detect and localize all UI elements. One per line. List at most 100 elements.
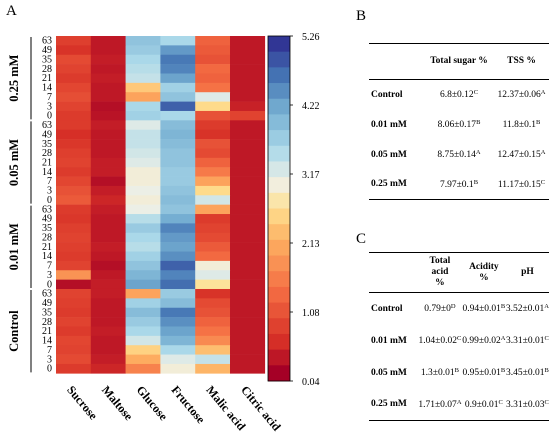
- heatmap-cell: [125, 307, 161, 318]
- heatmap-cell: [160, 260, 196, 271]
- heatmap-cell: [125, 298, 161, 309]
- acidity-cell: 0.9±0.01C: [464, 398, 503, 410]
- column-label: Glucose: [134, 383, 171, 424]
- heatmap-cell: [230, 195, 266, 205]
- heatmap-cell: [125, 129, 161, 140]
- heatmap-cell: [230, 92, 266, 102]
- heatmap-cell: [56, 204, 92, 215]
- heatmap-cell: [125, 251, 161, 262]
- heatmap-cell: [125, 45, 161, 56]
- row-day-label: 7: [47, 345, 52, 356]
- row-day-label: 3: [47, 101, 52, 112]
- heatmap-cell: [195, 195, 231, 205]
- total-sugar-cell: 8.75±0.14A: [437, 149, 481, 160]
- row-label: 0.25 mM: [371, 399, 407, 410]
- heatmap-cell: [125, 214, 161, 224]
- heatmap-cell: [160, 120, 196, 130]
- colorbar-segment: [268, 302, 290, 319]
- tss-cell: 12.37±0.06A: [497, 89, 546, 101]
- table-c-header-total-acid: Total acid %: [418, 253, 462, 293]
- colorbar-segment: [268, 349, 290, 366]
- heatmap-cell: [56, 82, 92, 93]
- heatmap-cell: [160, 307, 196, 318]
- row-day-label: 21: [42, 242, 52, 253]
- colorbar-segment: [268, 161, 290, 178]
- colorbar-segment: [268, 255, 290, 272]
- heatmap-cell: [160, 363, 196, 374]
- row-day-label: 3: [47, 270, 52, 281]
- heatmap-cell: [160, 54, 196, 65]
- heatmap-cell: [160, 148, 196, 159]
- significance-letter: A: [500, 335, 506, 342]
- heatmap-cell: [160, 195, 196, 205]
- heatmap-cell: [195, 176, 231, 187]
- table-c-header-total-acid-line3: %: [435, 278, 445, 288]
- colorbar-segment: [268, 208, 290, 225]
- heatmap-cell: [230, 204, 266, 215]
- heatmap-cell: [56, 36, 92, 46]
- heatmap-cell: [125, 279, 161, 290]
- heatmap-cell: [56, 185, 92, 196]
- heatmap-cell: [230, 345, 266, 355]
- heatmap-cell: [90, 335, 126, 346]
- heatmap-cell: [125, 82, 161, 93]
- heatmap-cell: [56, 242, 92, 252]
- heatmap-cell: [56, 326, 92, 337]
- table-c-header-acidity-line2: %: [479, 272, 489, 283]
- heatmap-cell: [90, 54, 126, 65]
- heatmap-cell: [90, 110, 126, 121]
- heatmap-cell: [230, 82, 266, 93]
- heatmap-cell: [160, 317, 196, 327]
- heatmap-cell: [125, 195, 161, 205]
- table-b-header-empty: [369, 44, 424, 80]
- heatmap-cell: [195, 298, 231, 309]
- heatmap-cell: [195, 101, 231, 112]
- heatmap-cell: [230, 157, 266, 168]
- heatmap-cell: [90, 251, 126, 262]
- heatmap-cell: [125, 54, 161, 65]
- heatmap-cell: [230, 167, 266, 177]
- total-sugar-cell: 8.06±0.17B: [437, 119, 481, 130]
- heatmap-cell: [56, 279, 92, 290]
- heatmap-cell: [125, 101, 161, 112]
- table-row: Control 6.8±0.12C 12.37±0.06A: [369, 80, 549, 110]
- heatmap-cell: [195, 242, 231, 252]
- row-day-label: 49: [42, 298, 52, 309]
- heatmap-cell: [230, 326, 266, 337]
- group-label: Control: [7, 310, 21, 352]
- heatmap-cell: [160, 223, 196, 234]
- row-day-label: 63: [42, 36, 52, 47]
- heatmap-cell: [195, 317, 231, 327]
- heatmap-cell: [230, 335, 266, 346]
- heatmap-cell: [90, 120, 126, 130]
- heatmap-cell: [56, 148, 92, 159]
- table-c-header-empty: [369, 253, 418, 293]
- tss-cell: 11.17±0.15C: [497, 178, 546, 190]
- row-day-label: 63: [42, 204, 52, 215]
- heatmap-cell: [125, 345, 161, 355]
- row-day-label: 7: [47, 261, 52, 272]
- heatmap-cell: [125, 110, 161, 121]
- colorbar-tick-label: 1.08: [302, 308, 320, 319]
- heatmap-cell: [195, 148, 231, 159]
- heatmap-cell: [160, 326, 196, 337]
- total-acid-cell: 1.71±0.07A: [418, 398, 462, 410]
- heatmap-cell: [56, 157, 92, 168]
- row-day-label: 28: [42, 64, 52, 75]
- heatmap-cell: [125, 223, 161, 234]
- heatmap-cell: [56, 195, 92, 205]
- colorbar-tick-label: 2.13: [302, 239, 320, 250]
- heatmap-cell: [160, 176, 196, 187]
- row-day-label: 35: [42, 307, 52, 318]
- heatmap-cell: [230, 288, 266, 299]
- heatmap-cell: [160, 36, 196, 46]
- heatmap-cell: [230, 185, 266, 196]
- heatmap-cell: [56, 45, 92, 56]
- heatmap-cell: [90, 148, 126, 159]
- significance-letter: D: [450, 303, 456, 311]
- heatmap-cell: [160, 45, 196, 56]
- significance-letter: C: [456, 335, 462, 342]
- heatmap-cell: [125, 167, 161, 177]
- heatmap-cell: [90, 101, 126, 112]
- heatmap-cell: [56, 298, 92, 309]
